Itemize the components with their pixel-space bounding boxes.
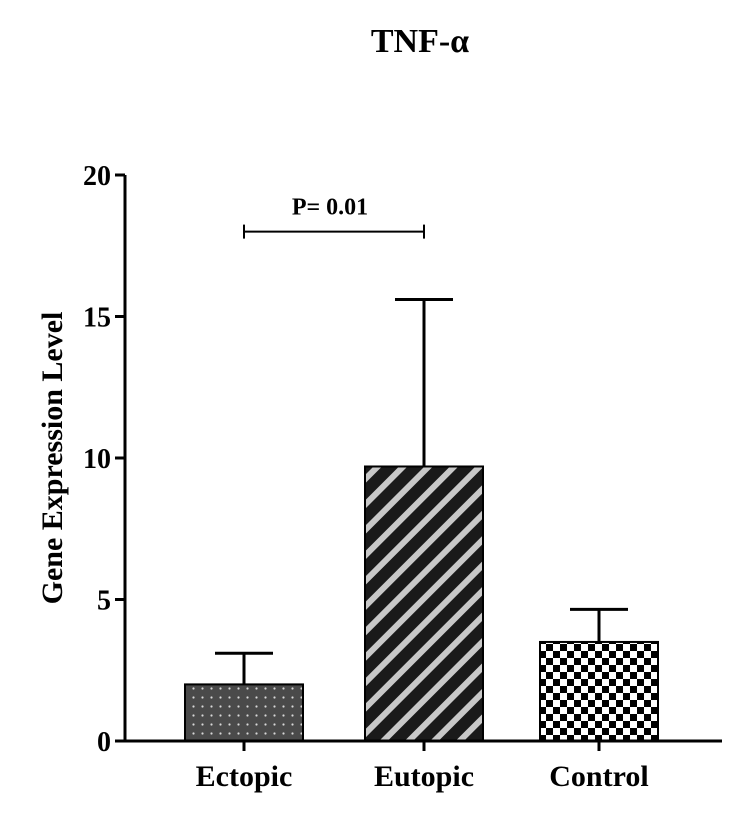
- y-tick-label-2: 10: [83, 444, 111, 475]
- annotations: P= 0.01: [243, 195, 425, 239]
- y-tick-label-3: 15: [83, 303, 111, 334]
- error-bars: [215, 298, 628, 685]
- bar-ectopic: [184, 683, 304, 743]
- y-axis-label: Gene Expression Level: [36, 312, 69, 605]
- y-axis: 0 5 10 15 20: [83, 161, 127, 758]
- bar-control: [539, 640, 659, 743]
- y-tick-label-0: 0: [97, 727, 111, 758]
- bars: [184, 465, 659, 743]
- chart-title: TNF-α: [371, 23, 469, 60]
- x-tick-label-eutopic: Eutopic: [374, 760, 474, 793]
- x-tick-label-ectopic: Ectopic: [196, 760, 293, 793]
- significance-label: P= 0.01: [292, 195, 368, 221]
- x-axis: Ectopic Eutopic Control: [125, 739, 722, 793]
- bar-eutopic: [364, 465, 484, 742]
- y-tick-label-4: 20: [83, 161, 111, 192]
- x-tick-label-control: Control: [549, 760, 648, 793]
- y-tick-label-1: 5: [97, 586, 111, 617]
